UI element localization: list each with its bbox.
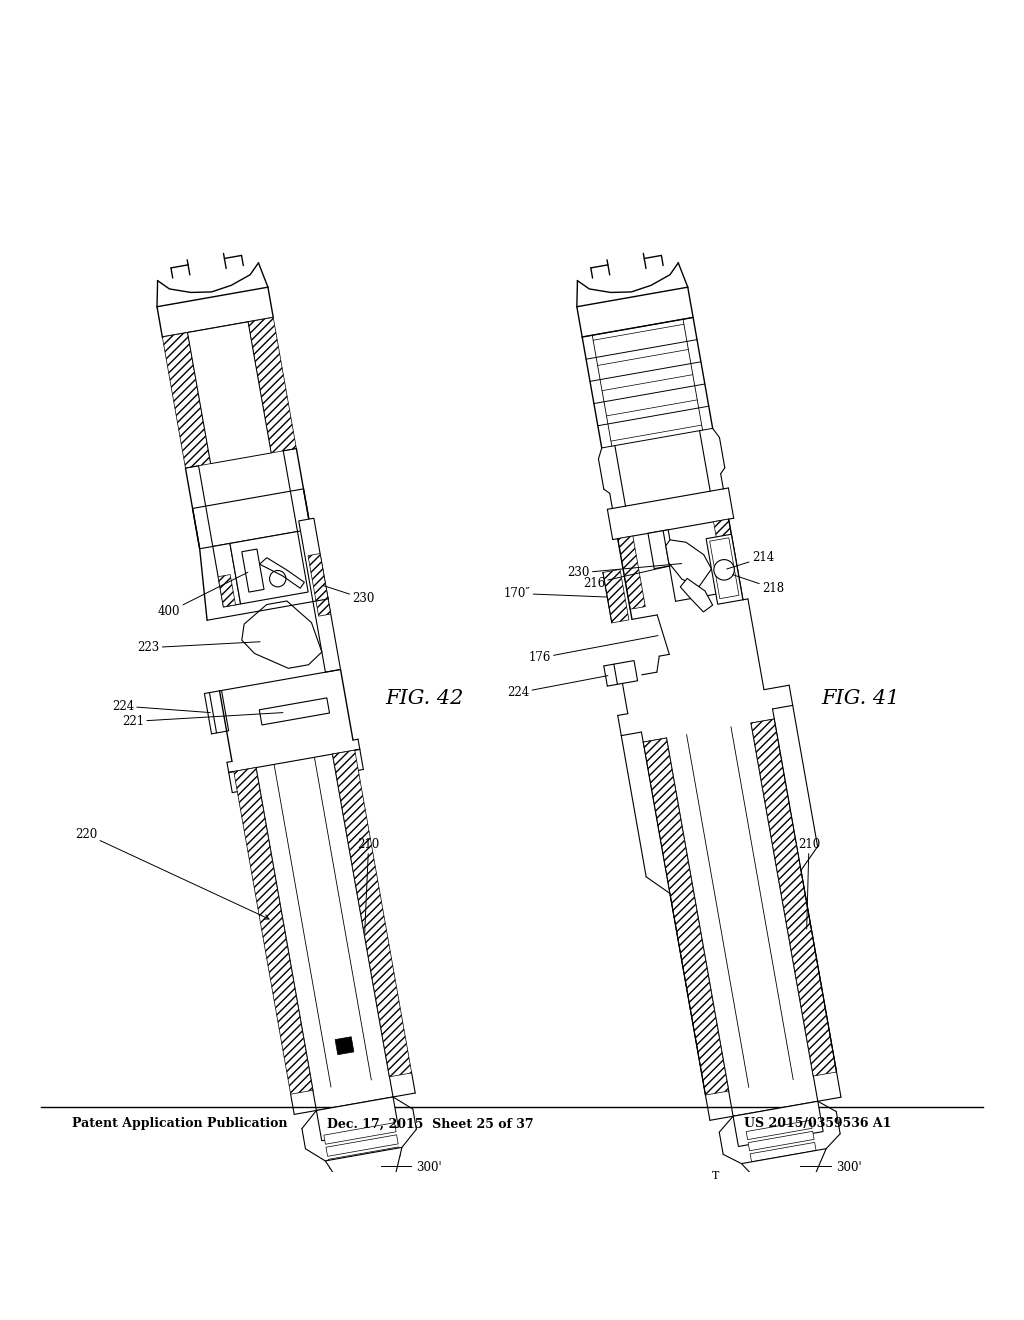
Text: 300': 300' (417, 1162, 442, 1173)
Polygon shape (259, 698, 330, 725)
Polygon shape (746, 1121, 812, 1139)
Polygon shape (741, 1148, 826, 1187)
Polygon shape (643, 738, 729, 1096)
Polygon shape (187, 322, 271, 463)
Text: 221: 221 (122, 713, 283, 727)
Text: 216: 216 (583, 566, 669, 590)
Text: 224: 224 (112, 700, 210, 713)
Polygon shape (749, 1131, 814, 1151)
Polygon shape (751, 1142, 816, 1162)
Polygon shape (326, 1147, 402, 1189)
Polygon shape (680, 578, 713, 612)
Polygon shape (617, 536, 645, 610)
Text: 214: 214 (727, 552, 774, 569)
Polygon shape (666, 540, 712, 587)
Text: 230: 230 (323, 586, 375, 605)
Polygon shape (733, 1101, 823, 1147)
Polygon shape (210, 690, 228, 733)
Polygon shape (613, 660, 638, 684)
Polygon shape (324, 1123, 396, 1144)
Polygon shape (335, 1036, 354, 1055)
Polygon shape (752, 719, 837, 1076)
Polygon shape (218, 574, 236, 607)
Text: FIG. 41: FIG. 41 (821, 689, 899, 709)
Text: 170″: 170″ (504, 587, 607, 599)
Polygon shape (308, 553, 331, 616)
Polygon shape (242, 601, 322, 668)
Polygon shape (710, 537, 739, 599)
Polygon shape (648, 529, 675, 569)
Text: 220: 220 (75, 828, 269, 919)
Polygon shape (707, 535, 742, 605)
Polygon shape (230, 532, 308, 605)
Text: 223: 223 (137, 642, 260, 655)
Text: Patent Application Publication: Patent Application Publication (72, 1117, 287, 1130)
Polygon shape (603, 569, 629, 623)
Polygon shape (299, 519, 341, 672)
Circle shape (714, 560, 734, 579)
Text: 176: 176 (528, 636, 658, 664)
Polygon shape (242, 549, 264, 593)
Polygon shape (714, 519, 741, 593)
Text: T: T (712, 1171, 720, 1181)
Text: 230: 230 (567, 564, 682, 579)
Text: 300': 300' (837, 1162, 862, 1173)
Text: FIG. 42: FIG. 42 (386, 689, 464, 709)
Polygon shape (248, 317, 296, 453)
Text: 218: 218 (733, 574, 784, 595)
Polygon shape (213, 544, 241, 607)
Text: 400: 400 (158, 573, 248, 618)
Text: 210: 210 (798, 838, 820, 929)
Text: 224: 224 (507, 676, 608, 700)
Text: Dec. 17, 2015  Sheet 25 of 37: Dec. 17, 2015 Sheet 25 of 37 (327, 1117, 534, 1130)
Polygon shape (316, 1097, 398, 1140)
Polygon shape (326, 1135, 398, 1156)
Polygon shape (163, 333, 211, 469)
Polygon shape (328, 1147, 400, 1168)
Polygon shape (260, 558, 304, 589)
Polygon shape (233, 768, 313, 1094)
Text: 210: 210 (357, 838, 380, 933)
Polygon shape (333, 750, 412, 1077)
Text: US 2015/0359536 A1: US 2015/0359536 A1 (743, 1117, 891, 1130)
